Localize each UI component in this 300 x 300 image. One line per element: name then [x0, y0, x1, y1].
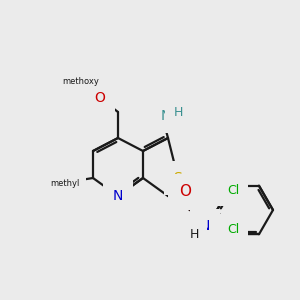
- Text: H: H: [173, 106, 183, 118]
- Text: H: H: [161, 100, 171, 112]
- Text: N: N: [113, 189, 123, 203]
- Text: methoxy: methoxy: [63, 76, 99, 85]
- Text: methoxy: methoxy: [61, 76, 98, 85]
- Text: O: O: [94, 91, 105, 105]
- Text: Cl: Cl: [227, 223, 239, 236]
- Text: methyl: methyl: [50, 178, 80, 188]
- Text: Cl: Cl: [227, 184, 239, 197]
- Text: H: H: [189, 227, 199, 241]
- Text: N: N: [200, 219, 210, 233]
- Text: S: S: [174, 171, 182, 185]
- Text: N: N: [161, 109, 171, 123]
- Text: O: O: [179, 184, 191, 200]
